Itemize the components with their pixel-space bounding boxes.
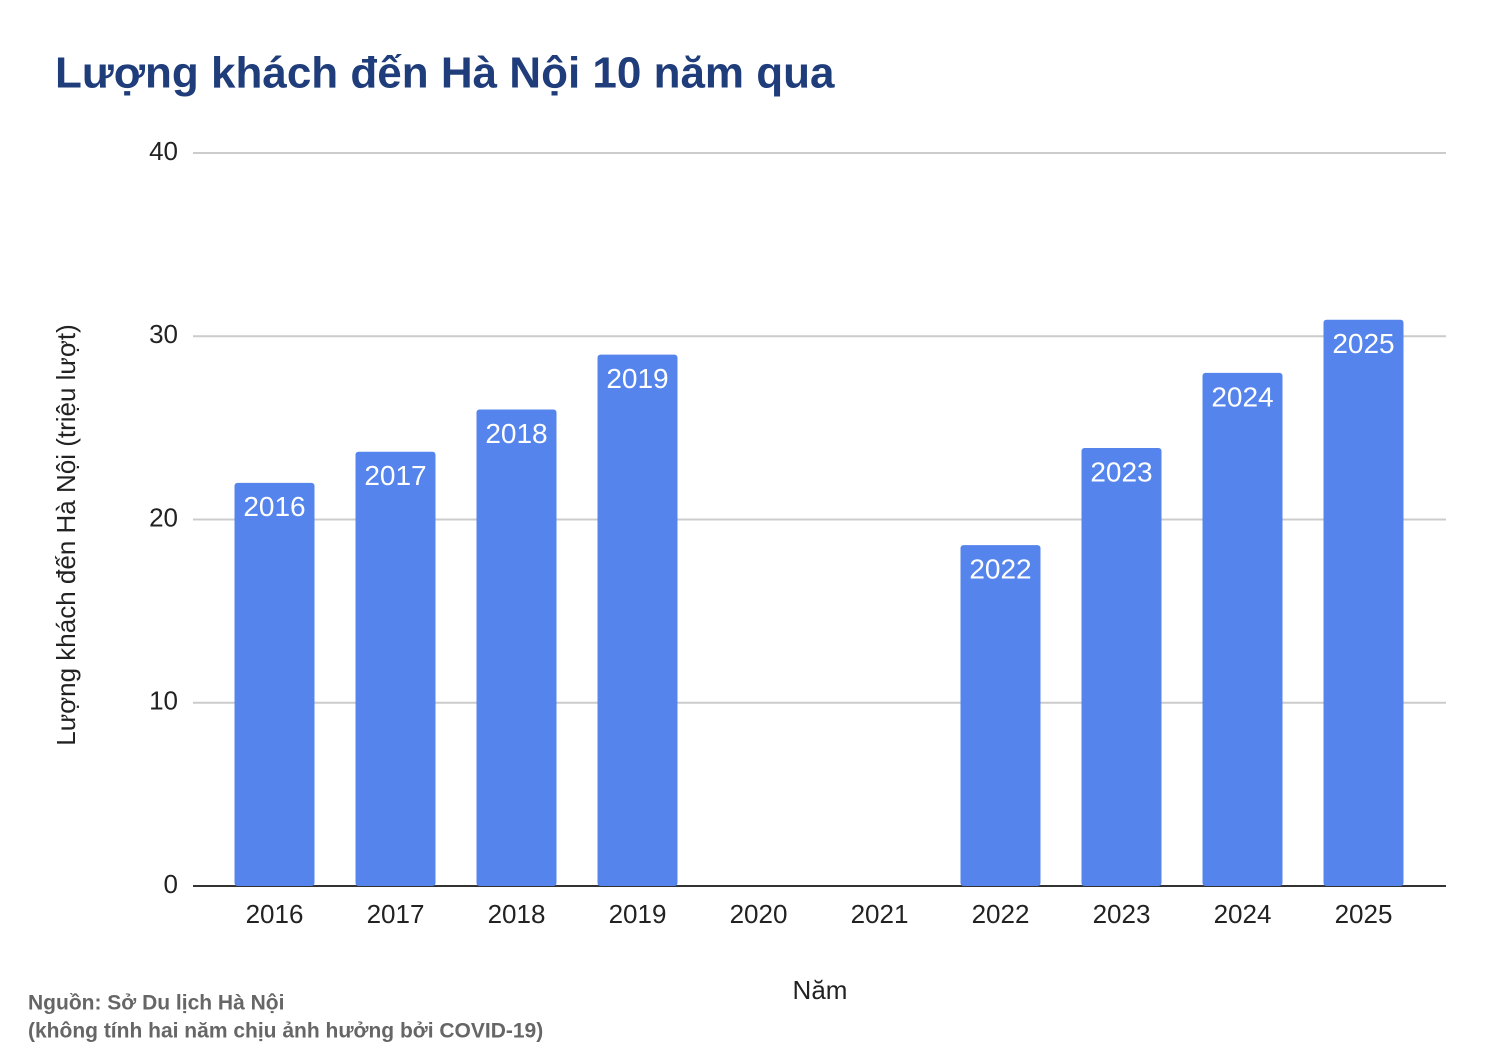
x-tick-label: 2020	[730, 899, 788, 929]
footnote: (không tính hai năm chịu ảnh hưởng bởi C…	[28, 1020, 543, 1043]
x-tick-label: 2022	[972, 899, 1030, 929]
bar	[960, 545, 1041, 886]
bar-label: 2025	[1332, 328, 1394, 359]
bar-label: 2018	[485, 418, 547, 449]
source-note: Nguồn: Sở Du lịch Hà Nội	[28, 992, 284, 1015]
bar-label: 2022	[969, 554, 1031, 585]
bar	[234, 482, 315, 886]
y-tick-label: 30	[149, 319, 178, 349]
x-tick-label: 2019	[609, 899, 667, 929]
x-tick-label: 2025	[1335, 899, 1393, 929]
x-axis-label: Năm	[793, 975, 848, 1005]
bar-label: 2017	[364, 460, 426, 491]
bar-label: 2024	[1211, 381, 1273, 412]
bar-label: 2016	[243, 491, 305, 522]
x-tick-label: 2016	[246, 899, 304, 929]
bar	[1202, 372, 1283, 886]
x-tick-label: 2021	[851, 899, 909, 929]
y-tick-label: 40	[149, 136, 178, 166]
bar	[597, 354, 678, 886]
bar	[1081, 448, 1162, 886]
y-tick-label: 20	[149, 502, 178, 532]
bar	[1323, 319, 1404, 886]
chart-title: Lượng khách đến Hà Nội 10 năm qua	[55, 49, 835, 98]
x-tick-label: 2024	[1214, 899, 1272, 929]
y-tick-label: 0	[164, 869, 178, 899]
x-tick-label: 2023	[1093, 899, 1151, 929]
bar	[355, 451, 436, 886]
y-axis-label: Lượng khách đến Hà Nội (triệu lượt)	[51, 324, 81, 746]
bar-label: 2019	[606, 363, 668, 394]
bar	[476, 409, 557, 886]
x-tick-label: 2017	[367, 899, 425, 929]
bar-label: 2023	[1090, 456, 1152, 487]
y-tick-label: 10	[149, 686, 178, 716]
x-tick-label: 2018	[488, 899, 546, 929]
